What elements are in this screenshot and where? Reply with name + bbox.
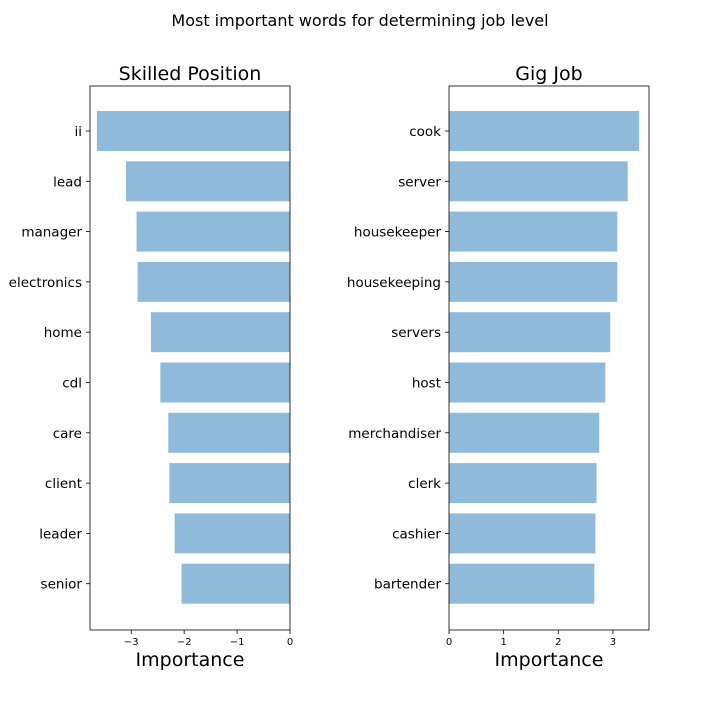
gig-ytick-label: merchandiser <box>348 426 441 442</box>
skilled-ytick-label: leader <box>39 526 82 542</box>
gig-ytick-label: host <box>412 376 441 392</box>
skilled-bar-care <box>168 412 290 453</box>
skilled-bar-home <box>150 312 290 353</box>
gig-bar-housekeeper <box>449 211 618 252</box>
gig-xtick-label: 1 <box>500 637 506 648</box>
skilled-bar-client <box>169 463 290 504</box>
skilled-bar-ii <box>96 111 291 151</box>
gig-bar-housekeeping <box>449 261 618 302</box>
gig-xtick-label: 0 <box>446 637 452 648</box>
gig-chart-title: Gig Job <box>515 63 582 85</box>
gig-xtick-label: 2 <box>555 637 561 648</box>
skilled-bar-leader <box>174 513 290 554</box>
skilled-xtick-label: −2 <box>177 637 192 648</box>
skilled-bar-cdl <box>160 362 290 403</box>
skilled-ytick-label: electronics <box>9 275 82 291</box>
gig-bar-clerk <box>449 463 597 504</box>
skilled-xtick-label: −3 <box>124 637 139 648</box>
skilled-ytick-label: manager <box>21 225 82 241</box>
skilled-ytick-label: senior <box>41 577 83 593</box>
skilled-ytick-label: lead <box>53 174 82 190</box>
skilled-axes-frame <box>89 85 291 631</box>
gig-bar-merchandiser <box>449 412 600 453</box>
gig-bar-server <box>449 161 628 202</box>
skilled-ytick-label: client <box>45 476 82 492</box>
skilled-xtick-label: 0 <box>287 637 293 648</box>
gig-ytick-label: bartender <box>374 577 441 593</box>
skilled-xtick-label: −1 <box>230 637 245 648</box>
skilled-ytick-label: cdl <box>62 376 82 392</box>
gig-ytick-label: server <box>398 174 441 190</box>
gig-ytick-label: housekeeper <box>354 225 442 241</box>
skilled-ytick-label: care <box>53 426 82 442</box>
gig-ytick-label: cashier <box>392 526 441 542</box>
gig-bar-host <box>449 362 606 403</box>
skilled-position-panel: ii lead manager electronics home cdl care clien… <box>9 63 294 671</box>
skilled-bar-electronics <box>137 261 290 302</box>
gig-bar-bartender <box>449 563 595 604</box>
skilled-bar-manager <box>136 211 290 252</box>
skilled-x-axis-label: Importance <box>136 649 245 671</box>
gig-ytick-label: cook <box>409 124 441 140</box>
gig-job-panel: cook server housekeeper housekeeping servers… <box>347 63 650 671</box>
figure-title: Most important words for determining job… <box>171 11 548 30</box>
gig-bar-cashier <box>449 513 596 554</box>
gig-bar-servers <box>449 312 611 353</box>
skilled-ytick-label: ii <box>74 124 82 140</box>
gig-xtick-label: 3 <box>610 637 616 648</box>
gig-ytick-label: servers <box>391 325 441 341</box>
skilled-bar-senior <box>181 563 290 604</box>
gig-ytick-label: clerk <box>408 476 441 492</box>
gig-x-axis-label: Importance <box>495 649 604 671</box>
gig-ytick-label: housekeeping <box>347 275 441 291</box>
skilled-chart-title: Skilled Position <box>119 63 262 85</box>
gig-axes-frame <box>448 85 650 631</box>
gig-bar-cook <box>449 111 640 151</box>
skilled-ytick-label: home <box>44 325 82 341</box>
skilled-bar-lead <box>125 161 290 202</box>
